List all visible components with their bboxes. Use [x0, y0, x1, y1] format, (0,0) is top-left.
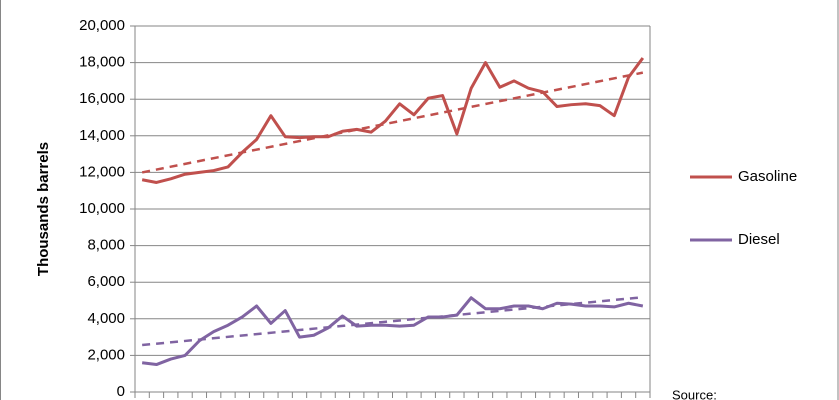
legend-label: Gasoline	[738, 168, 797, 185]
y-tick-label: 20,000	[79, 17, 125, 34]
source-note: Source:	[672, 387, 717, 400]
series-line	[141, 57, 645, 184]
y-tick-label: 0	[117, 383, 125, 400]
legend-label: Diesel	[738, 231, 780, 248]
y-axis-label: Thousands barrels	[35, 142, 52, 276]
trend-line	[142, 295, 643, 347]
trend-line	[141, 71, 644, 174]
y-tick-label: 18,000	[79, 54, 125, 71]
y-tick-label: 4,000	[87, 310, 125, 327]
y-tick-label: 16,000	[79, 90, 125, 107]
y-tick-label: 8,000	[87, 237, 125, 254]
y-tick-label: 2,000	[87, 346, 125, 363]
y-tick-label: 10,000	[79, 200, 125, 217]
series-line	[141, 296, 644, 367]
y-tick-label: 6,000	[87, 273, 125, 290]
y-tick-label: 14,000	[79, 127, 125, 144]
y-tick-label: 12,000	[79, 163, 125, 180]
